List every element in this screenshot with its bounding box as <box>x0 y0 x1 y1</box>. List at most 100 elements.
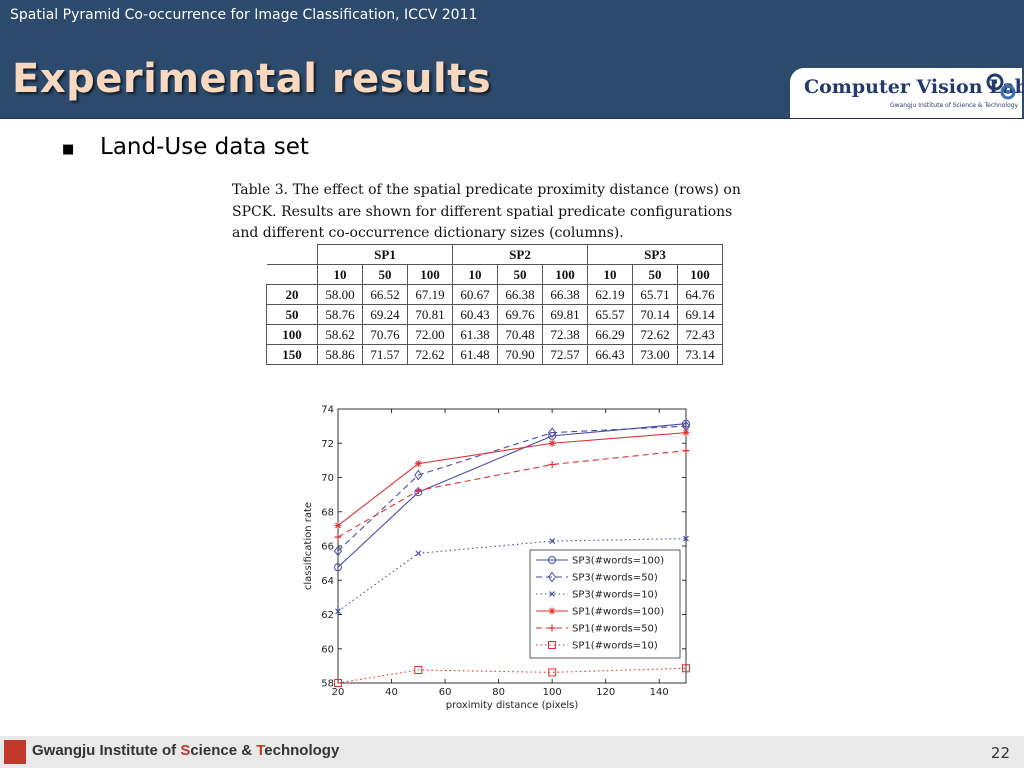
table-cell: 60.67 <box>452 284 498 305</box>
table-cell: 67.19 <box>407 284 453 305</box>
institute-prefix: Gwangju Institute of <box>32 742 181 759</box>
legend-marker <box>548 607 556 615</box>
page-number: 22 <box>990 744 1010 762</box>
subheader: 100 <box>542 264 588 285</box>
table-cell: 73.14 <box>677 344 723 365</box>
group-header-sp2: SP2 <box>452 244 588 265</box>
row-label: 150 <box>266 344 318 365</box>
bullet-text: Land-Use data set <box>100 134 309 160</box>
data-point <box>335 608 341 615</box>
x-tick-label: 20 <box>332 687 345 698</box>
y-tick-label: 68 <box>321 507 334 518</box>
line-chart: 20 40 60 80 100 120 140 58 60 62 64 66 68 70 72 74 proxi… <box>298 398 702 716</box>
x-axis-label: proximity distance (pixels) <box>446 700 579 711</box>
x-tick-label: 100 <box>543 687 562 698</box>
table-cell: 60.43 <box>452 304 498 325</box>
table-cell: 61.38 <box>452 324 498 345</box>
y-tick-label: 70 <box>321 473 334 484</box>
table-cell: 66.52 <box>362 284 408 305</box>
y-tick-label: 62 <box>321 610 334 621</box>
table-cell: 62.19 <box>587 284 633 305</box>
subheader: 100 <box>677 264 723 285</box>
data-point <box>682 664 690 673</box>
subheader: 50 <box>632 264 678 285</box>
data-point <box>415 550 422 557</box>
group-header-sp1: SP1 <box>317 244 453 265</box>
table-cell: 71.57 <box>362 344 408 365</box>
table-cell: 58.86 <box>317 344 363 365</box>
table-cell: 65.71 <box>632 284 678 305</box>
table-cell: 69.14 <box>677 304 723 325</box>
table-cell: 73.00 <box>632 344 678 365</box>
table-corner <box>266 244 318 265</box>
data-point <box>548 668 557 677</box>
row-label: 100 <box>266 324 318 345</box>
table-row: 20 58.00 66.52 67.19 60.67 66.38 66.38 6… <box>266 284 723 305</box>
table-cell: 70.76 <box>362 324 408 345</box>
data-point <box>334 679 342 687</box>
results-table: SP1 SP2 SP3 10 50 100 10 50 100 10 50 10… <box>266 244 723 365</box>
series-line <box>337 432 687 527</box>
y-tick-label: 60 <box>321 644 334 655</box>
table-cell: 69.24 <box>362 304 408 325</box>
data-point <box>333 545 343 557</box>
table-cell: 70.14 <box>632 304 678 325</box>
group-header-sp3: SP3 <box>587 244 723 265</box>
legend-label: SP1(#words=50) <box>572 624 658 635</box>
table-cell: 69.81 <box>542 304 588 325</box>
table-cell: 58.76 <box>317 304 363 325</box>
table-cell: 66.43 <box>587 344 633 365</box>
table-cell: 72.38 <box>542 324 588 345</box>
subheader: 50 <box>497 264 543 285</box>
table-cell: 72.57 <box>542 344 588 365</box>
table-cell: 65.57 <box>587 304 633 325</box>
x-tick-label: 80 <box>492 687 505 698</box>
data-point <box>682 447 690 455</box>
row-label: 50 <box>266 304 318 325</box>
legend-marker <box>548 556 556 564</box>
slide-title: Experimental results <box>12 56 492 102</box>
data-point <box>549 538 556 544</box>
table-group-header-row: SP1 SP2 SP3 <box>266 244 723 265</box>
table-cell: 64.76 <box>677 284 723 305</box>
y-tick-label: 58 <box>321 679 334 690</box>
institute-name: Gwangju Institute of Science & Technolog… <box>32 742 339 759</box>
table-cell: 66.29 <box>587 324 633 345</box>
institute-mid: cience & <box>190 742 257 759</box>
legend-label: SP3(#words=50) <box>572 573 658 584</box>
x-tick-label: 140 <box>650 687 669 698</box>
legend-box <box>529 549 681 659</box>
legend-marker <box>547 571 557 583</box>
y-axis-label: classification rate <box>303 502 314 590</box>
table-caption: Table 3. The effect of the spatial predi… <box>232 182 741 241</box>
legend-marker <box>548 641 556 649</box>
data-point <box>414 469 423 481</box>
table-subheader-row: 10 50 100 10 50 100 10 50 100 <box>266 264 723 285</box>
table-cell: 72.62 <box>632 324 678 345</box>
footer-bar: Gwangju Institute of Science & Technolog… <box>0 736 1024 768</box>
lab-logo-icon <box>986 73 1016 100</box>
data-point <box>548 439 556 447</box>
data-point <box>414 487 422 495</box>
data-point <box>414 460 422 468</box>
table-cell: 72.00 <box>407 324 453 345</box>
table-cell: 69.76 <box>497 304 543 325</box>
bullet-icon: ■ <box>62 142 75 157</box>
subheader: 10 <box>587 264 633 285</box>
table-cell: 61.48 <box>452 344 498 365</box>
x-tick-label: 120 <box>596 687 615 698</box>
data-point <box>682 419 690 428</box>
y-tick-label: 64 <box>321 576 334 587</box>
data-point <box>682 429 690 437</box>
lab-logo: Computer Vision Lab. Gwangju Institute o… <box>790 68 1024 118</box>
institute-t: T <box>256 742 265 759</box>
table-cell: 66.38 <box>542 284 588 305</box>
table-cell: 70.90 <box>497 344 543 365</box>
legend-marker <box>549 591 555 597</box>
table-cell: 58.62 <box>317 324 363 345</box>
row-label: 20 <box>266 284 318 305</box>
legend-label: SP1(#words=100) <box>572 607 664 618</box>
table-cell: 66.38 <box>497 284 543 305</box>
institute-s: S <box>180 742 191 759</box>
legend-label: SP1(#words=10) <box>572 641 658 652</box>
